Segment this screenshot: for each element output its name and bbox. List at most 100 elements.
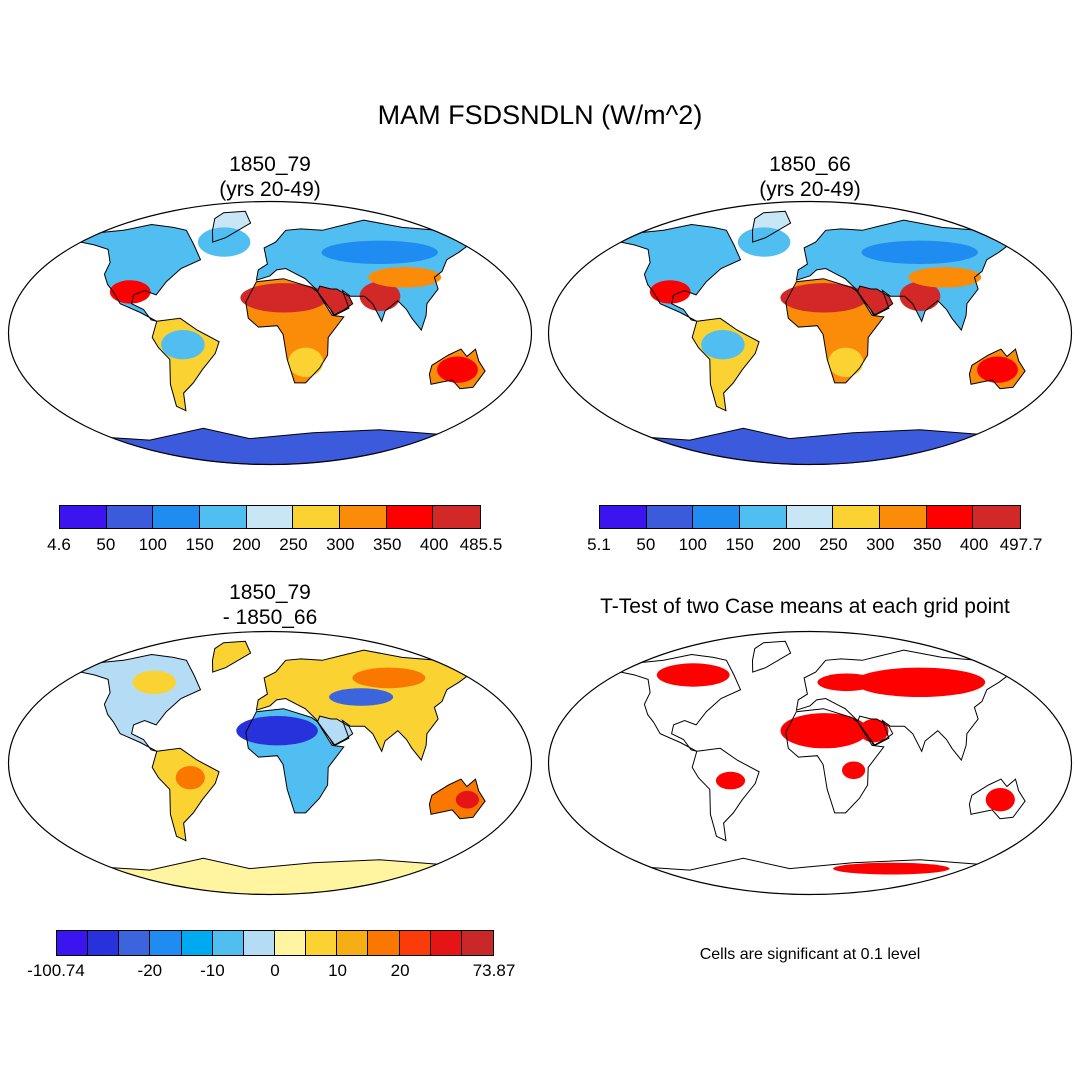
colorbar-tick-label: 0 [270, 961, 280, 980]
colorbar-swatch [88, 931, 120, 955]
canada-increase [132, 670, 176, 694]
colorbar-tick-label: -10 [200, 961, 225, 980]
sahara-decrease [236, 716, 318, 746]
colorbar-swatch [600, 506, 647, 528]
sig-brazil [715, 771, 746, 790]
coastline-antarctica [621, 427, 999, 465]
colorbar-tick-label: 200 [772, 535, 801, 554]
colorbar-tick-label: 10 [328, 961, 348, 980]
colorbar-tick-label: 400 [959, 535, 989, 554]
coastline-australia [968, 778, 1026, 820]
colorbar-tick-label: 50 [96, 535, 116, 554]
map-bottom-right [547, 630, 1073, 896]
coastline-northAmerica [619, 223, 742, 322]
colorbar-swatch [119, 931, 151, 955]
sahara-hotspot [240, 283, 328, 313]
sig-sahara [780, 713, 868, 749]
map-top-left [7, 200, 533, 466]
central-asia-decrease [329, 688, 394, 706]
mexico-hotspot [109, 280, 151, 304]
sig-australia [985, 788, 1015, 812]
colorbar-swatch [57, 931, 89, 955]
colorbar-swatch [833, 506, 880, 528]
amazon-cool [161, 330, 205, 360]
colorbar-swatch [150, 931, 182, 955]
panel-title-bottom-left-line1: 1850_79 [229, 581, 311, 604]
coastline-arabia [856, 715, 894, 747]
map-border [547, 200, 1073, 466]
colorbar-swatch [337, 931, 369, 955]
land-greenland [212, 641, 251, 673]
coastline-australia [428, 778, 486, 820]
colorbar-top-left-labels: 4.6 50 100 150 200 250 300 350 400 485.5 [47, 535, 502, 557]
colorbar-tick-label: 4.6 [47, 535, 71, 554]
colorbar-tick-label: 300 [326, 535, 355, 554]
sig-europe [817, 673, 876, 692]
southern-africa [828, 347, 864, 377]
map-border [547, 630, 1073, 896]
panel-title-top-right-line2: (yrs 20-49) [759, 178, 861, 201]
colorbar-swatch [274, 931, 307, 955]
colorbar-swatch [399, 931, 431, 955]
coastline-southAmerica [151, 747, 220, 842]
coastline-antarctica [621, 857, 999, 895]
colorbar-tick-label: 100 [678, 535, 707, 554]
colorbar-tick-label: -20 [137, 961, 163, 980]
map-top-right [547, 200, 1073, 466]
colorbar-swatch [386, 506, 434, 528]
colorbar-top-right-labels: 5.1 50 100 150 200 250 300 350 400 497.7 [587, 535, 1042, 557]
colorbar-swatch [246, 506, 294, 528]
sig-east-africa [842, 761, 866, 780]
colorbar-tick-label: 50 [636, 535, 656, 554]
coastline-arabia [856, 285, 894, 317]
siberia-cool [861, 240, 978, 264]
colorbar-swatch [461, 931, 493, 955]
colorbar-swatch [433, 506, 480, 528]
coastline-antarctica [81, 857, 459, 895]
colorbar-tick-label: 400 [419, 535, 449, 554]
coastline-northAmerica [79, 223, 202, 322]
colorbar-tick-label: 200 [232, 535, 261, 554]
coastline-greenland [211, 640, 252, 673]
figure-title: MAM FSDSNDLN (W/m^2) [377, 100, 703, 130]
coastline-northAmerica [619, 653, 742, 752]
colorbar-swatch [739, 506, 787, 528]
colorbar-tick-label: 250 [819, 535, 848, 554]
land-southAmerica [692, 748, 760, 841]
colorbar-swatch [243, 931, 275, 955]
panel-title-top-right-line1: 1850_66 [769, 153, 851, 176]
colorbar-tick-label: 150 [725, 535, 754, 554]
panel-title-bottom-right: T-Test of two Case means at each grid po… [600, 595, 1010, 618]
coastline-arabia [316, 715, 354, 747]
coastline-southAmerica [691, 747, 760, 842]
central-asia-warm [908, 267, 982, 288]
colorbar-tick-label: 20 [390, 961, 410, 980]
map-border [7, 200, 533, 466]
colorbar-swatch [306, 931, 338, 955]
coastline-greenland [751, 640, 792, 673]
sig-canada [656, 663, 730, 687]
coastline-africa [245, 708, 345, 814]
colorbar-swatch [212, 931, 244, 955]
colorbar-tick-label: 497.7 [999, 535, 1043, 554]
colorbar-swatch [693, 506, 740, 528]
sig-antarctica [833, 862, 950, 875]
australia-hotspot [977, 356, 1018, 383]
coastline-greenland [751, 210, 792, 243]
coastline-antarctica [81, 427, 459, 465]
greenland-cool [197, 227, 251, 257]
map-border [7, 630, 533, 896]
coastline-australia [428, 348, 486, 390]
coastline-arabia [316, 285, 354, 317]
land-northAmerica [80, 224, 201, 322]
colorbar-swatch [293, 506, 340, 528]
sahara-hotspot [780, 283, 868, 313]
panel-title-bottom-left-line2: - 1850_66 [222, 606, 318, 629]
colorbar-swatch [181, 931, 213, 955]
colorbar-swatch [926, 506, 974, 528]
panel-title-top-left-line2: (yrs 20-49) [219, 178, 321, 201]
colorbar-swatch [339, 506, 387, 528]
coastline-africa [245, 278, 345, 384]
colorbar-tick-label: 350 [373, 535, 402, 554]
greenland-cool [737, 227, 791, 257]
